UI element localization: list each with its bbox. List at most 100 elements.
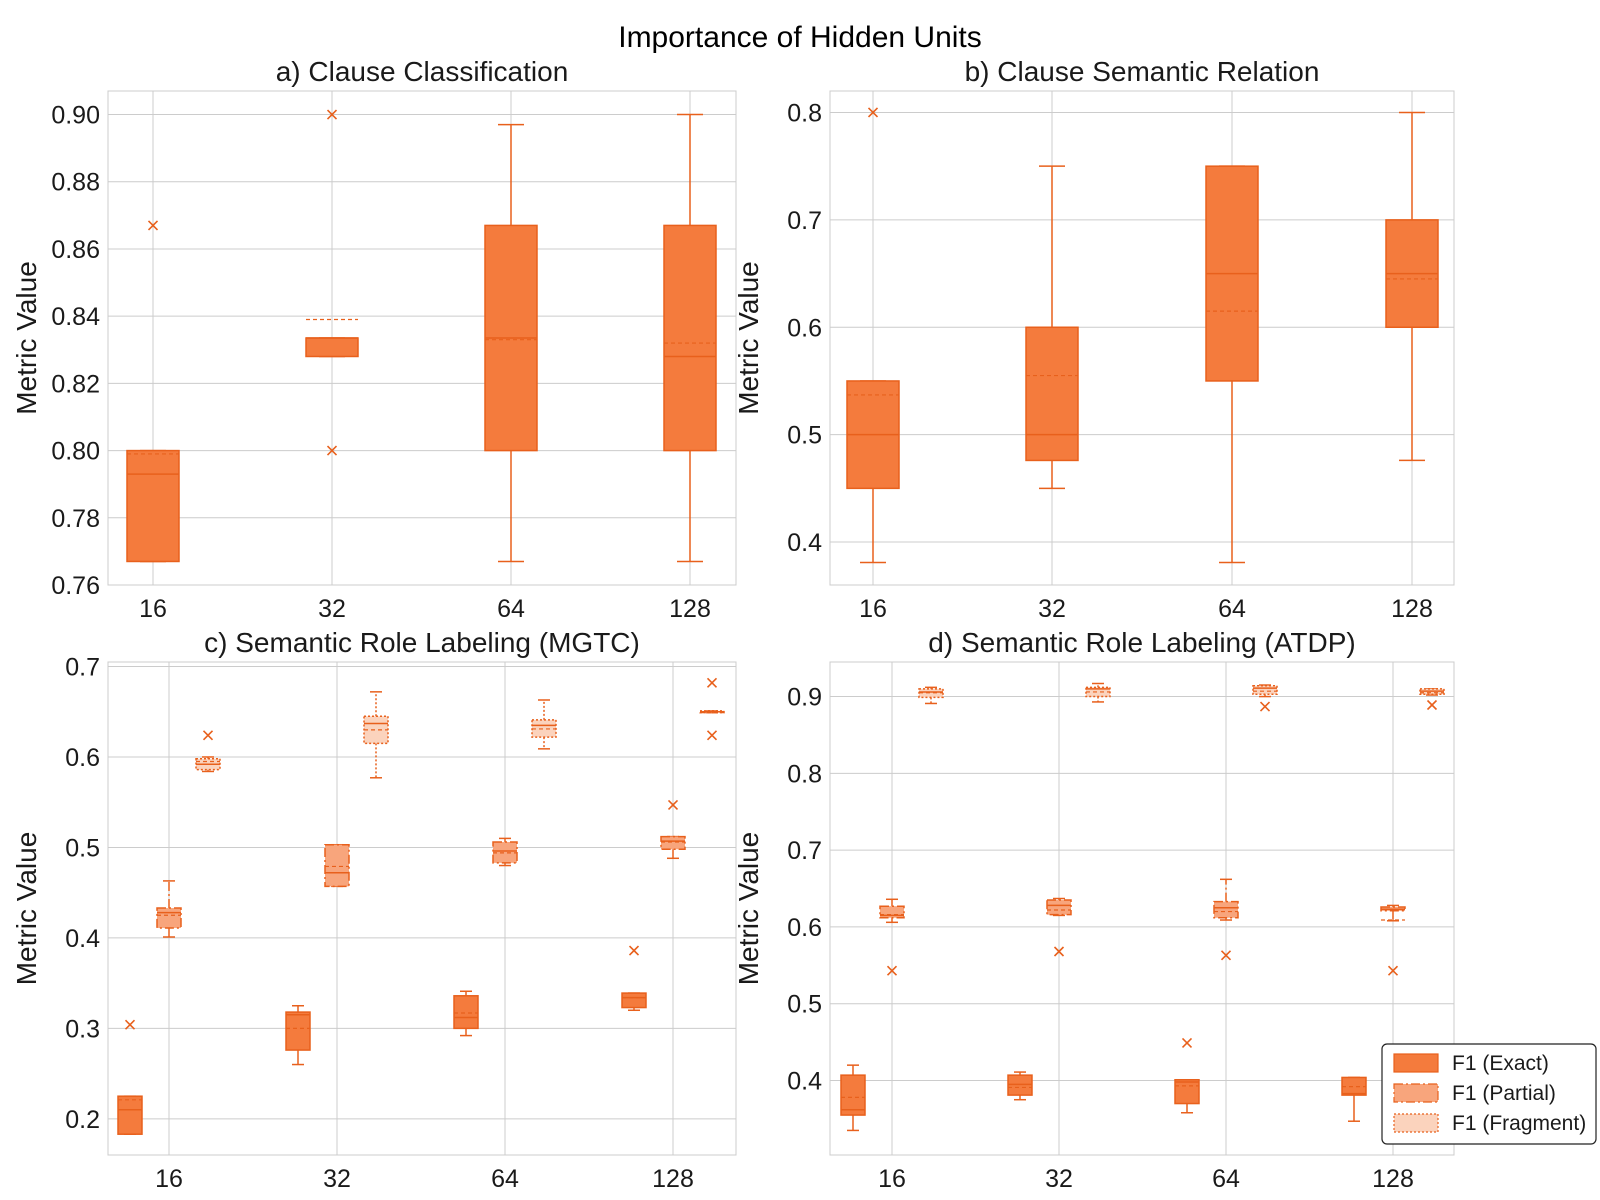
y-tick-label: 0.84 [51,303,100,331]
box-plot [1341,1076,1367,1122]
y-tick-label: 0.90 [51,102,100,130]
box-plot [1419,688,1445,711]
x-tick-label: 64 [497,595,525,623]
panel-title: c) Semantic Role Labeling (MGTC) [204,627,640,658]
box-iqr [1252,685,1278,696]
y-tick-label: 0.4 [65,925,100,953]
figure-title: Importance of Hidden Units [618,21,982,54]
y-tick-label: 0.5 [787,422,822,450]
x-tick-label: 128 [652,1165,694,1193]
box-plot [1385,111,1439,462]
box-plot [305,109,359,456]
box-plot [660,799,686,860]
y-tick-label: 0.9 [787,684,822,712]
y-tick-label: 0.82 [51,370,100,398]
box-plot [195,730,221,773]
box-plot [621,945,647,1012]
box-plot [285,1004,311,1066]
y-axis-label: Metric Value [733,832,764,986]
panel-title: b) Clause Semantic Relation [965,56,1320,87]
box-plot [1213,878,1239,961]
y-tick-label: 0.6 [65,744,100,772]
x-tick-label: 16 [878,1165,906,1193]
box-plot [1025,165,1079,490]
panel-title: a) Clause Classification [276,56,569,87]
y-tick-label: 0.6 [787,914,822,942]
x-tick-label: 32 [323,1165,351,1193]
chart-panels: 0.76 0.78 0.80 0.82 0.84 0.86 0.88 0.90 16 32 64 12… [11,56,1455,1193]
y-tick-label: 0.4 [787,529,822,557]
y-tick-label: 0.6 [787,314,822,342]
box-plot [846,107,900,564]
box-plot [1085,682,1111,703]
outlier-marker [706,730,718,741]
box-iqr [453,995,479,1030]
box-plot [840,1064,866,1132]
box-iqr [156,907,182,929]
box-plot [126,220,180,563]
x-tick-label: 32 [1038,595,1066,623]
x-tick-label: 128 [1391,595,1433,623]
legend-swatch [1393,1083,1439,1103]
y-tick-label: 0.8 [787,99,822,127]
box-iqr [1046,899,1072,916]
x-tick-label: 32 [1045,1165,1073,1193]
box-plot [918,686,944,705]
box-iqr [1007,1074,1033,1096]
plot-area [829,661,1455,1156]
box-plot [453,990,479,1037]
y-tick-label: 0.4 [787,1068,822,1096]
box-plot [484,123,538,563]
box-plot [363,691,389,779]
outlier-marker [886,965,898,976]
outlier-marker [1426,699,1438,711]
y-axis-label: Metric Value [11,261,42,415]
y-tick-label: 0.7 [787,837,822,865]
box-iqr [1174,1078,1200,1105]
box-iqr [621,992,647,1009]
box-iqr [117,1095,143,1135]
plot-area [107,661,737,1156]
box-plot [117,1019,143,1135]
y-tick-label: 0.5 [65,834,100,862]
box-plot [699,677,725,741]
chart-panel: 0.4 0.5 0.6 0.7 0.8 16 32 64 128 b) Clause Semant… [733,56,1455,623]
y-tick-label: 0.76 [51,572,100,600]
box-plot [1007,1071,1033,1101]
box-plot [1252,684,1278,712]
y-tick-label: 0.80 [51,438,100,466]
x-tick-label: 16 [139,595,167,623]
chart-panel: 0.4 0.5 0.6 0.7 0.8 0.9 16 32 64 128 d) Semantic R… [733,627,1455,1193]
y-tick-label: 0.5 [787,991,822,1019]
box-plot [879,898,905,976]
box-iqr [305,337,359,358]
box-plot [663,113,717,563]
box-plot [1174,1037,1200,1114]
outlier-marker [1053,946,1065,957]
y-axis-label: Metric Value [733,261,764,415]
legend: F1 (Exact) F1 (Partial) F1 (Fragment) [1381,1043,1597,1145]
outlier-marker [1387,965,1399,976]
box-iqr [660,835,686,850]
outlier-marker [326,445,338,456]
box-iqr [1025,326,1079,462]
y-tick-label: 0.3 [65,1015,100,1043]
y-tick-label: 0.8 [787,760,822,788]
outlier-marker [628,945,640,956]
x-tick-label: 64 [1218,595,1246,623]
box-iqr [840,1074,866,1116]
box-plot [492,837,518,867]
box-iqr [126,449,180,563]
box-plot [1205,165,1259,564]
chart-panel: 0.76 0.78 0.80 0.82 0.84 0.86 0.88 0.90 16 32 64 12… [11,56,737,623]
y-tick-label: 0.7 [787,207,822,235]
box-plot [1380,904,1406,976]
y-axis-label: Metric Value [11,832,42,986]
legend-swatch [1393,1053,1439,1073]
outlier-marker [706,677,718,688]
x-tick-label: 128 [1372,1165,1414,1193]
plot-area [829,90,1455,586]
y-tick-label: 0.78 [51,505,100,533]
outlier-marker [147,220,159,231]
box-plot [324,843,350,888]
